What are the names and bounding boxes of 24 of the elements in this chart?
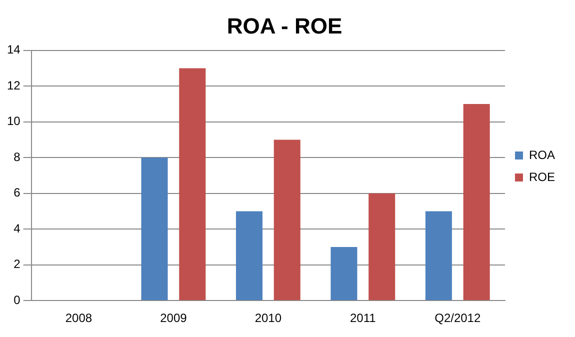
x-tick-label: 2011: [350, 311, 376, 326]
y-tick-label: 0: [14, 292, 21, 307]
bar: [274, 140, 300, 300]
bar: [463, 104, 490, 300]
y-tick-label: 8: [14, 150, 21, 164]
y-tick-label: 10: [6, 114, 21, 128]
x-tick-label: 2008: [65, 311, 92, 326]
bar: [236, 211, 262, 300]
x-tick-label: 2009: [160, 311, 188, 326]
bar: [179, 68, 206, 300]
y-tick-label: 2: [14, 257, 21, 272]
bar: [141, 158, 168, 300]
y-tick-label: 14: [6, 42, 21, 57]
y-tick-label: 4: [14, 221, 21, 236]
y-tick-label: 6: [14, 186, 21, 200]
legend-label: ROA: [528, 148, 556, 162]
legend-label: ROE: [528, 170, 556, 184]
bar: [425, 211, 452, 300]
bar: [368, 193, 396, 300]
x-tick-label: 2010: [254, 311, 282, 326]
chart-title: ROA - ROE: [226, 13, 342, 38]
bar: [330, 246, 358, 300]
x-tick-label: Q2/2012: [434, 311, 481, 326]
y-tick-label: 12: [6, 78, 21, 92]
